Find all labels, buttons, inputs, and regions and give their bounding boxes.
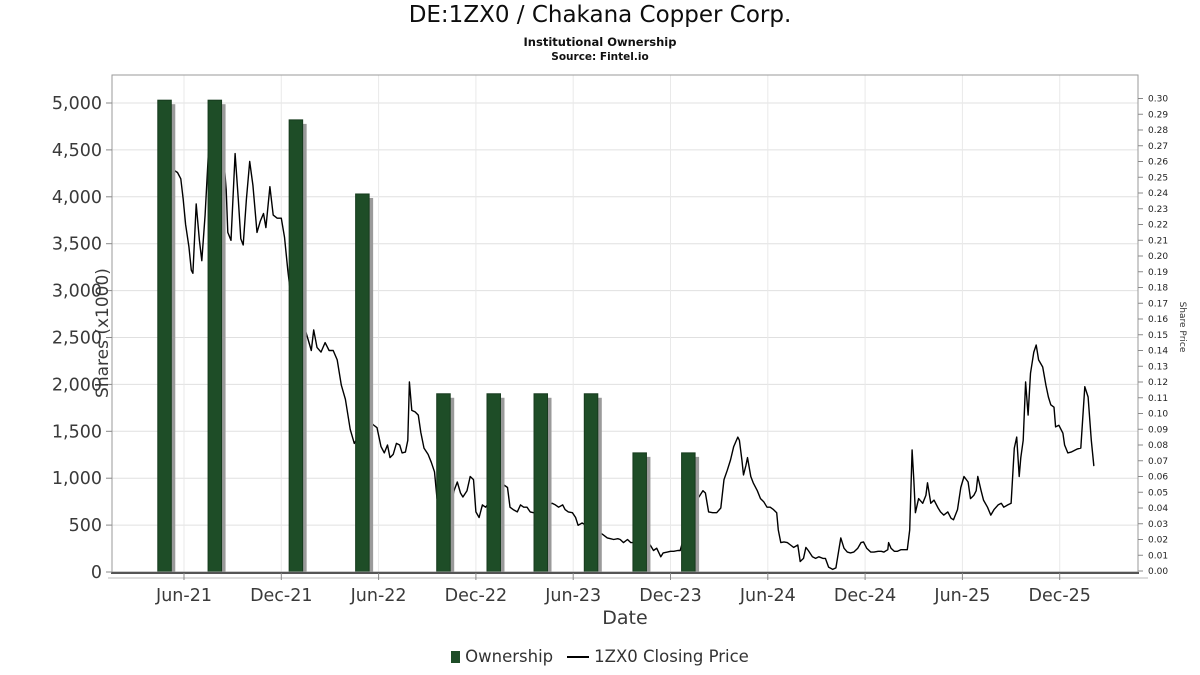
y-right-tick-label: 0.10 — [1148, 410, 1168, 420]
y-right-tick-label: 0.11 — [1148, 394, 1168, 404]
x-tick-label: Dec-21 — [250, 586, 312, 606]
y-right-tick-label: 0.24 — [1148, 189, 1168, 199]
y-right-tick-label: 0.29 — [1148, 110, 1168, 120]
y-left-tick-label: 3,500 — [52, 235, 102, 255]
ownership-bar — [207, 99, 223, 573]
y-right-tick-label: 0.21 — [1148, 236, 1168, 246]
ownership-bar — [533, 393, 549, 573]
y-right-tick-label: 0.15 — [1148, 331, 1168, 341]
x-tick-label: Jun-23 — [544, 586, 601, 606]
ownership-legend-label: Ownership — [465, 647, 554, 666]
x-axis-label: Date — [602, 607, 648, 629]
y-right-tick-label: 0.12 — [1148, 378, 1168, 388]
y-left-tick-label: 4,500 — [52, 141, 102, 161]
y-right-tick-label: 0.28 — [1148, 126, 1168, 136]
ownership-bar — [355, 193, 370, 573]
y-right-tick-label: 0.05 — [1148, 488, 1168, 498]
y-right-tick-label: 0.17 — [1148, 299, 1168, 309]
y-right-tick-label: 0.20 — [1148, 252, 1168, 262]
y-right-tick-label: 0.23 — [1148, 205, 1168, 215]
page-title: DE:1ZX0 / Chakana Copper Corp. — [408, 2, 792, 28]
y-left-tick-label: 5,000 — [52, 94, 102, 114]
ownership-legend-swatch — [451, 650, 461, 663]
y-right-tick-label: 0.00 — [1148, 567, 1168, 577]
y-axis-label-left: Shares (x1000) — [93, 268, 113, 398]
x-tick-label: Dec-25 — [1028, 586, 1090, 606]
x-tick-label: Jun-22 — [350, 586, 407, 606]
y-right-tick-label: 0.27 — [1148, 142, 1168, 152]
chart-subtitle: Institutional Ownership — [523, 35, 677, 49]
chart-source: Source: Fintel.io — [551, 51, 649, 63]
x-tick-label: Dec-23 — [639, 586, 701, 606]
x-tick-label: Dec-22 — [445, 586, 507, 606]
y-axis-label-right: Share Price — [1177, 301, 1187, 353]
y-right-tick-label: 0.19 — [1148, 268, 1168, 278]
y-left-tick-label: 4,000 — [52, 188, 102, 208]
y-right-tick-label: 0.13 — [1148, 362, 1168, 372]
closing-price-legend-label: 1ZX0 Closing Price — [594, 647, 749, 666]
x-tick-label: Jun-24 — [739, 586, 796, 606]
y-right-tick-label: 0.30 — [1148, 95, 1168, 105]
y-right-tick-label: 0.01 — [1148, 551, 1168, 561]
y-right-tick-label: 0.25 — [1148, 173, 1168, 183]
chart-legend: Ownership 1ZX0 Closing Price — [0, 647, 1200, 666]
y-left-tick-label: 2,000 — [52, 375, 102, 395]
y-right-tick-label: 0.09 — [1148, 425, 1168, 435]
ownership-bar — [681, 452, 696, 573]
ownership-bar — [436, 393, 451, 573]
y-left-tick-label: 0 — [91, 563, 102, 583]
y-left-tick-label: 2,500 — [52, 329, 102, 349]
y-right-tick-label: 0.26 — [1148, 158, 1168, 168]
y-left-tick-label: 1,500 — [52, 422, 102, 442]
y-right-tick-label: 0.08 — [1148, 441, 1168, 451]
ownership-bar — [632, 452, 647, 573]
closing-price-legend-swatch — [567, 655, 590, 658]
y-right-tick-label: 0.02 — [1148, 536, 1168, 546]
ownership-bar — [486, 393, 501, 573]
y-right-tick-label: 0.03 — [1148, 520, 1168, 530]
y-right-tick-label: 0.14 — [1148, 347, 1168, 357]
y-right-tick-label: 0.06 — [1148, 473, 1168, 483]
ownership-bar — [288, 119, 304, 573]
y-right-tick-label: 0.07 — [1148, 457, 1168, 467]
y-right-tick-label: 0.16 — [1148, 315, 1168, 325]
y-right-tick-label: 0.22 — [1148, 221, 1168, 231]
ownership-bar — [583, 393, 599, 573]
x-tick-label: Jun-25 — [933, 586, 990, 606]
y-right-tick-label: 0.04 — [1148, 504, 1168, 514]
x-tick-label: Dec-24 — [834, 586, 896, 606]
x-tick-label: Jun-21 — [155, 586, 212, 606]
ownership-bar — [157, 99, 172, 573]
y-right-tick-label: 0.18 — [1148, 284, 1168, 294]
y-left-tick-label: 3,000 — [52, 282, 102, 302]
y-left-tick-label: 500 — [69, 516, 102, 536]
y-left-tick-label: 1,000 — [52, 469, 102, 489]
